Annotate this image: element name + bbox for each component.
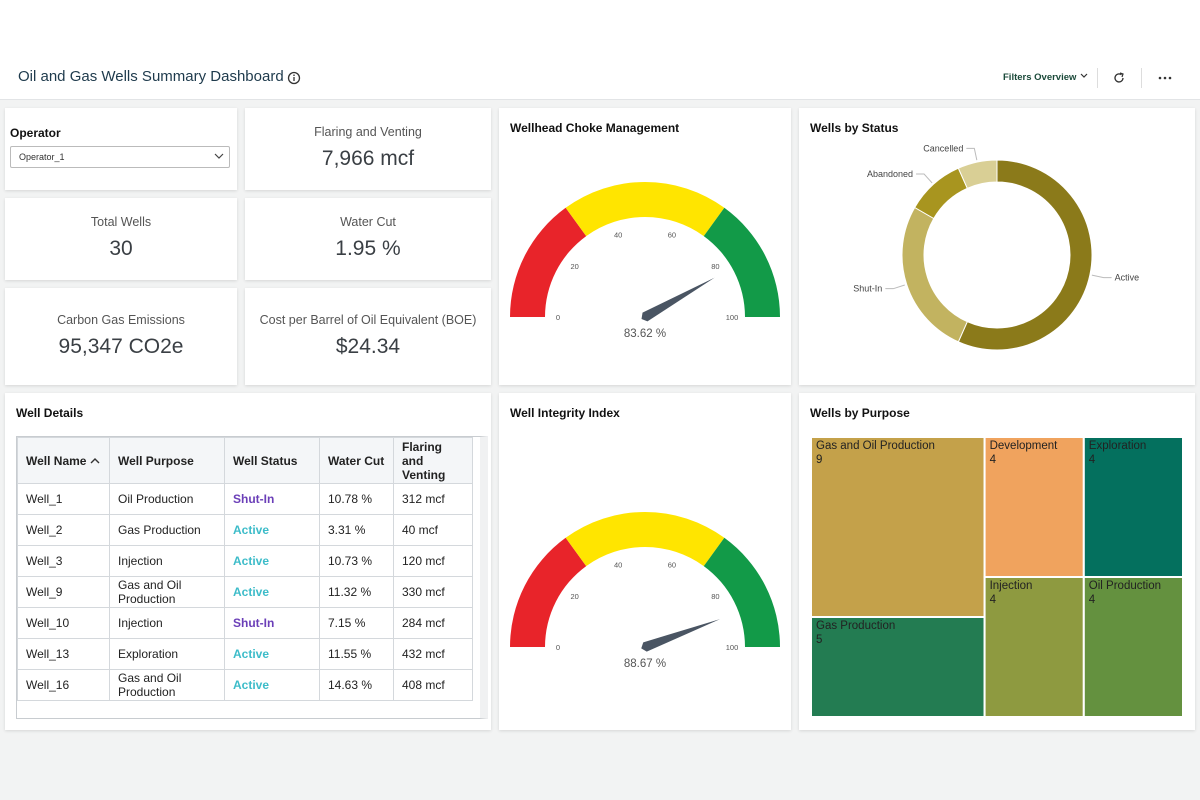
table-row: Well_10 Injection Shut-In 7.15 % 284 mcf [17, 607, 473, 639]
operator-card: Operator Operator_1 [5, 108, 237, 190]
table-cell: Exploration [109, 638, 225, 670]
table-cell: Well_9 [17, 576, 110, 608]
chart-title: Wells by Purpose [810, 406, 910, 420]
kpi-label: Total Wells [90, 215, 152, 229]
sort-icon[interactable] [90, 457, 100, 465]
column-header: Water Cut [319, 437, 394, 484]
operator-value: Operator_1 [19, 152, 65, 162]
refresh-icon[interactable] [1112, 71, 1126, 85]
chart-card: Wells by Status [799, 108, 1195, 385]
page-title: Oil and Gas Wells Summary Dashboard [18, 68, 284, 85]
table-card: Well Details Well Name Well Purpose Well S… [5, 393, 491, 730]
table-cell: Gas and Oil Production [109, 669, 225, 701]
info-icon[interactable] [287, 71, 301, 85]
kpi-label: Water Cut [340, 215, 396, 229]
table-cell: Gas Production [109, 514, 225, 546]
table-cell: Well_3 [17, 545, 110, 577]
kpi-card: Total Wells 30 [5, 198, 237, 280]
kpi-label: Cost per Barrel of Oil Equivalent (BOE) [259, 313, 477, 327]
status-cell: Shut-In [224, 607, 320, 639]
kpi-card: Carbon Gas Emissions 95,347 CO2e [5, 288, 237, 385]
divider [1097, 68, 1098, 88]
kpi-card: Cost per Barrel of Oil Equivalent (BOE) $… [245, 288, 491, 385]
chart-card: Wells by Purpose [799, 393, 1195, 730]
kpi-card: Flaring and Venting 7,966 mcf [245, 108, 491, 190]
filters-label: Filters Overview [1003, 72, 1077, 83]
table-cell: 10.78 % [319, 483, 394, 515]
column-header: Well Name [17, 437, 110, 484]
status-cell: Active [224, 576, 320, 608]
status-cell: Active [224, 545, 320, 577]
table-title: Well Details [16, 406, 84, 420]
chart-title: Wells by Status [810, 121, 899, 135]
kpi-card: Water Cut 1.95 % [245, 198, 491, 280]
kpi-value: 7,966 mcf [321, 147, 415, 170]
column-header: Well Purpose [109, 437, 225, 484]
table-cell: 14.63 % [319, 669, 394, 701]
table-cell: 7.15 % [319, 607, 394, 639]
table-viewport: Well Name Well Purpose Well Status Water Cu… [16, 436, 488, 719]
well-table: Well Name Well Purpose Well Status Water Cu… [17, 437, 473, 701]
status-cell: Active [224, 669, 320, 701]
table-cell: Injection [109, 607, 225, 639]
table-cell: Well_13 [17, 638, 110, 670]
operator-label: Operator [10, 126, 61, 140]
status-cell: Shut-In [224, 483, 320, 515]
operator-select[interactable]: Operator_1 [10, 146, 230, 168]
table-cell: Oil Production [109, 483, 225, 515]
chart-title: Wellhead Choke Management [510, 121, 680, 135]
kpi-value: 30 [109, 237, 133, 260]
header: Oil and Gas Wells Summary Dashboard Filt… [0, 0, 1200, 100]
column-header: Flaring and Venting [393, 437, 473, 484]
table-cell: Injection [109, 545, 225, 577]
kpi-value: 1.95 % [335, 237, 401, 260]
table-cell: 11.32 % [319, 576, 394, 608]
chart-card: Well Integrity Index [499, 393, 791, 730]
table-cell: Well_2 [17, 514, 110, 546]
column-header: Well Status [224, 437, 320, 484]
table-cell: 11.55 % [319, 638, 394, 670]
table-cell: Well_1 [17, 483, 110, 515]
table-cell: 408 mcf [393, 669, 473, 701]
filters-button[interactable]: Filters Overview [1003, 72, 1089, 83]
chart-card: Wellhead Choke Management [499, 108, 791, 385]
kpi-label: Carbon Gas Emissions [57, 313, 185, 327]
table-row: Well_2 Gas Production Active 3.31 % 40 mcf [17, 514, 473, 546]
status-cell: Active [224, 514, 320, 546]
divider [1141, 68, 1142, 88]
table-row: Well_16 Gas and Oil Production Active 14.63… [17, 669, 473, 701]
table-row: Well_9 Gas and Oil Production Active 11.32 … [17, 576, 473, 608]
kpi-label: Flaring and Venting [314, 125, 422, 139]
table-cell: 3.31 % [319, 514, 394, 546]
chart-title: Well Integrity Index [510, 406, 620, 420]
kpi-value: 95,347 CO2e [58, 335, 184, 358]
table-cell: 432 mcf [393, 638, 473, 670]
table-cell: Gas and Oil Production [109, 576, 225, 608]
table-row: Well_13 Exploration Active 11.55 % 432 mcf [17, 638, 473, 670]
table-cell: Well_10 [17, 607, 110, 639]
kpi-value: $24.34 [335, 335, 401, 358]
table-cell: 330 mcf [393, 576, 473, 608]
chevron [214, 153, 224, 159]
table-cell: 40 mcf [393, 514, 473, 546]
table-cell: 284 mcf [393, 607, 473, 639]
table-cell: Well_16 [17, 669, 110, 701]
table-row: Well_1 Oil Production Shut-In 10.78 % 312 mc… [17, 483, 473, 515]
more-icon[interactable] [1157, 73, 1173, 83]
table-cell: 312 mcf [393, 483, 473, 515]
table-cell: 10.73 % [319, 545, 394, 577]
table-cell: 120 mcf [393, 545, 473, 577]
chevron [1080, 73, 1088, 78]
status-cell: Active [224, 638, 320, 670]
table-row: Well_3 Injection Active 10.73 % 120 mcf [17, 545, 473, 577]
